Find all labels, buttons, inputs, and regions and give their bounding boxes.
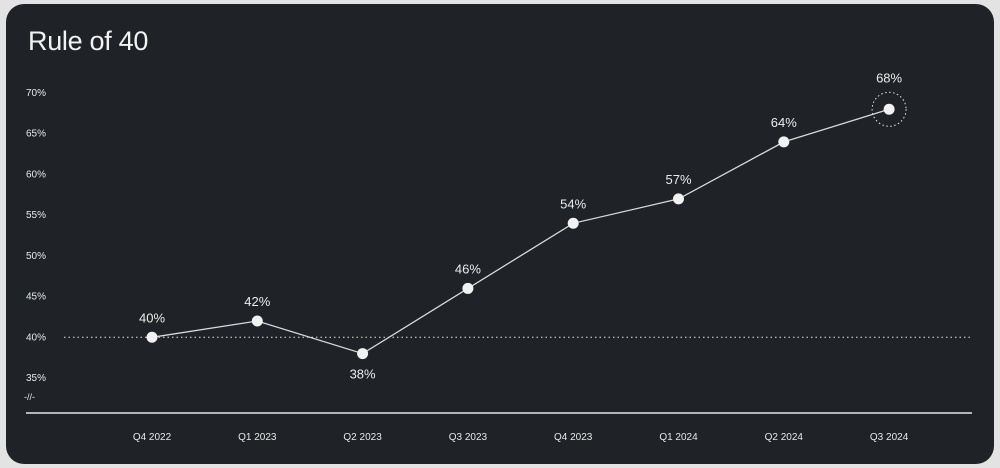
y-axis: 35% 40% 45% 50% 55% 60% 65% 70% — [26, 88, 46, 384]
axis-break-mark: -//- — [24, 392, 35, 402]
data-point — [462, 282, 474, 294]
y-tick-label: 45% — [26, 292, 46, 303]
y-tick-label: 55% — [26, 210, 46, 221]
x-tick-label: Q3 2023 — [449, 432, 488, 443]
y-tick-label: 40% — [26, 332, 46, 343]
x-tick-label: Q2 2024 — [765, 432, 804, 443]
x-axis: Q4 2022 Q1 2023 Q2 2023 Q3 2023 Q4 2023 Q1 20… — [133, 432, 909, 443]
data-label: 68% — [876, 70, 902, 85]
x-tick-label: Q3 2024 — [870, 432, 909, 443]
data-label: 46% — [455, 261, 481, 276]
chart-card: Rule of 40 35% 40% 45% 50% 55% 60% 65% 70% -//-… — [6, 4, 994, 464]
x-tick-label: Q1 2024 — [659, 432, 698, 443]
data-label: 64% — [771, 115, 797, 130]
data-point — [567, 217, 579, 229]
x-tick-label: Q4 2022 — [133, 432, 172, 443]
y-tick-label: 60% — [26, 169, 46, 180]
data-label: 38% — [350, 367, 376, 382]
data-point — [778, 136, 790, 148]
chart-title: Rule of 40 — [28, 26, 149, 56]
data-label: 40% — [139, 310, 165, 325]
y-tick-label: 70% — [26, 88, 46, 99]
line-chart: 35% 40% 45% 50% 55% 60% 65% 70% -//- Q4 2022 Q1 … — [24, 70, 972, 443]
data-label: 57% — [665, 172, 691, 187]
x-tick-label: Q1 2023 — [238, 432, 277, 443]
x-tick-label: Q4 2023 — [554, 432, 593, 443]
data-label: 54% — [560, 196, 586, 211]
data-point — [357, 348, 369, 360]
x-tick-label: Q2 2023 — [343, 432, 382, 443]
data-point — [146, 331, 158, 343]
data-point — [251, 315, 263, 327]
data-points: 40% 42% 38% 46% 54% 57% 64% 68% — [139, 70, 907, 382]
y-tick-label: 50% — [26, 251, 46, 262]
highlight-ring — [871, 91, 907, 127]
series-line — [151, 108, 890, 355]
data-point — [673, 193, 684, 205]
data-point — [883, 103, 895, 115]
y-tick-label: 35% — [26, 373, 46, 384]
y-tick-label: 65% — [26, 129, 46, 140]
data-label: 42% — [244, 294, 270, 309]
